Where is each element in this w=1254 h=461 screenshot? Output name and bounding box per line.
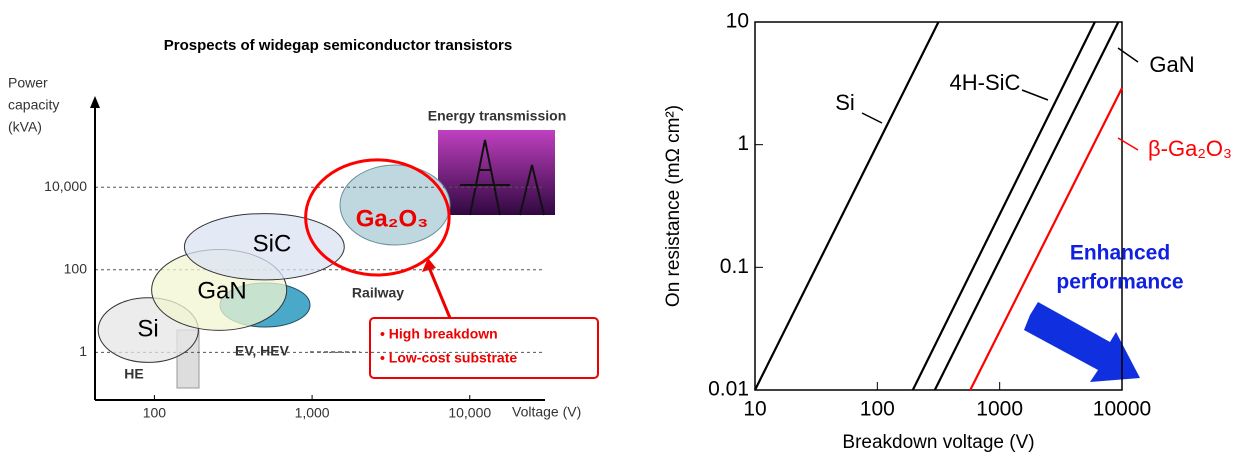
- x-tick-label: 100: [860, 398, 895, 421]
- y-tick-label: 1: [737, 132, 749, 155]
- annotation: EV, HEV: [235, 343, 290, 359]
- series-label: β-Ga₂O₃: [1148, 136, 1232, 161]
- series-line: [933, 21, 1120, 391]
- y-axis-label: Power: [8, 75, 48, 91]
- plot-frame: [754, 21, 1123, 391]
- y-axis-label: (kVA): [8, 119, 42, 135]
- series-leader: [1117, 47, 1139, 63]
- annotation: Enhanced: [1070, 242, 1170, 265]
- region: [304, 158, 451, 277]
- y-axis-arrow: [90, 96, 100, 108]
- series-line: [969, 87, 1123, 391]
- region-label: Si: [137, 315, 158, 342]
- x-axis-label: Voltage (V): [512, 404, 581, 420]
- callout-arrowhead: [422, 258, 436, 272]
- annotation: Railway: [352, 285, 404, 301]
- series-line: [754, 21, 940, 391]
- train-icon: [339, 164, 451, 246]
- callout-text: • Low-cost substrate: [380, 350, 517, 366]
- tower-icon: [460, 139, 545, 216]
- series-leader: [861, 112, 883, 124]
- y-tick-label: 10: [726, 10, 749, 33]
- callout-arrow: [426, 264, 452, 319]
- series-label: GaN: [1149, 52, 1194, 77]
- callout-text: • High breakdown: [380, 326, 498, 342]
- series-label: 4H-SiC: [950, 70, 1021, 95]
- x-tick-label: 1,000: [295, 405, 330, 421]
- y-axis-label: capacity: [8, 97, 59, 113]
- x-tick-label: 10,000: [448, 405, 491, 421]
- series-label: Si: [835, 90, 855, 115]
- y-tick-label: 1: [79, 343, 87, 359]
- region-label: GaN: [197, 277, 246, 304]
- x-axis-label: Breakdown voltage (V): [842, 432, 1034, 453]
- region: [183, 213, 345, 281]
- x-tick-label: 100: [143, 405, 167, 421]
- y-axis-label: On resistance (mΩ cm²): [663, 105, 684, 307]
- region-label: SiC: [253, 230, 292, 257]
- series-leader: [1021, 89, 1049, 101]
- region-label: Ga₂O₃: [356, 205, 428, 232]
- series-line: [911, 21, 1096, 391]
- x-tick-label: 1000: [976, 398, 1023, 421]
- x-tick-label: 10: [743, 398, 766, 421]
- y-tick-label: 0.01: [708, 378, 749, 401]
- series-leader: [1117, 137, 1139, 151]
- x-tick-label: 10000: [1093, 398, 1151, 421]
- y-tick-label: 100: [64, 260, 88, 276]
- annotation: HE: [124, 366, 143, 382]
- improve-arrow: [1024, 302, 1140, 382]
- annotation: performance: [1056, 271, 1183, 294]
- callout-box: [369, 317, 599, 379]
- annotation: Energy transmission: [428, 108, 567, 124]
- chart-title: Prospects of widegap semiconductor trans…: [164, 37, 512, 54]
- y-tick-label: 10,000: [44, 178, 87, 194]
- y-tick-label: 0.1: [720, 255, 749, 278]
